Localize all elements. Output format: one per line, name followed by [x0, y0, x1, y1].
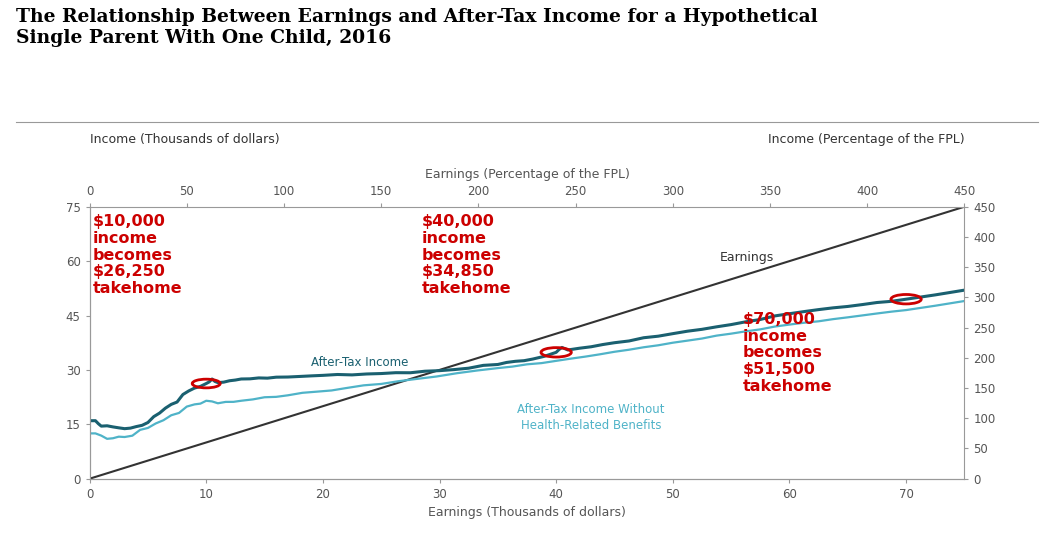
- X-axis label: Earnings (Thousands of dollars): Earnings (Thousands of dollars): [428, 506, 626, 520]
- Text: The Relationship Between Earnings and After-Tax Income for a Hypothetical
Single: The Relationship Between Earnings and Af…: [16, 8, 818, 47]
- X-axis label: Earnings (Percentage of the FPL): Earnings (Percentage of the FPL): [425, 168, 629, 181]
- Text: After-Tax Income: After-Tax Income: [311, 356, 409, 369]
- Text: $70,000
income
becomes
$51,500
takehome: $70,000 income becomes $51,500 takehome: [743, 312, 833, 394]
- Text: Earnings: Earnings: [720, 251, 774, 264]
- Text: Income (Thousands of dollars): Income (Thousands of dollars): [90, 133, 279, 146]
- Text: After-Tax Income Without
Health-Related Benefits: After-Tax Income Without Health-Related …: [518, 403, 665, 431]
- Text: Income (Percentage of the FPL): Income (Percentage of the FPL): [767, 133, 964, 146]
- Text: $40,000
income
becomes
$34,850
takehome: $40,000 income becomes $34,850 takehome: [422, 214, 511, 296]
- Text: $10,000
income
becomes
$26,250
takehome: $10,000 income becomes $26,250 takehome: [93, 214, 182, 296]
